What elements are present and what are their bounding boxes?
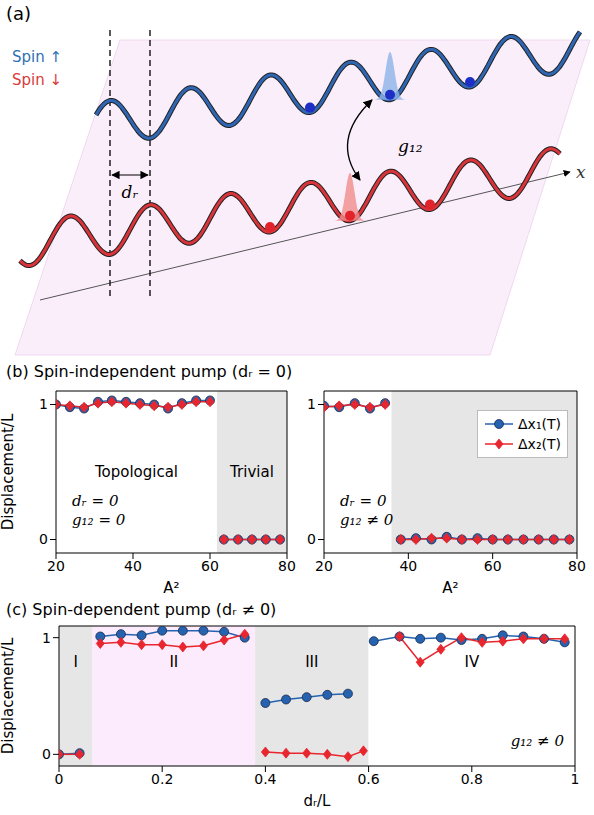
html-text:Δx₂(T): Δx₂(T) [518, 436, 561, 452]
svg-text:Trivial: Trivial [229, 463, 274, 481]
svg-text:Displacement/L: Displacement/L [0, 637, 17, 754]
svg-text:x: x [576, 162, 586, 182]
svg-text:g₁₂: g₁₂ [398, 136, 423, 156]
svg-text:20: 20 [315, 558, 333, 574]
svg-text:A²: A² [163, 579, 179, 597]
svg-text:0.4: 0.4 [254, 771, 276, 787]
svg-text:Displacement/L: Displacement/L [0, 413, 17, 530]
svg-text:(a): (a) [6, 3, 31, 24]
svg-text:Topological: Topological [94, 463, 178, 481]
svg-text:60: 60 [484, 558, 502, 574]
svg-text:1: 1 [39, 396, 48, 412]
svg-text:20: 20 [47, 558, 65, 574]
svg-text:0.6: 0.6 [357, 771, 379, 787]
svg-text:0: 0 [307, 531, 316, 547]
svg-text:40: 40 [399, 558, 417, 574]
svg-text:Spin ↓: Spin ↓ [12, 71, 62, 89]
html-text:g₁₂ ≠ 0: g₁₂ ≠ 0 [510, 732, 564, 750]
html-text:(b) Spin-independent pump (dᵣ: (b) Spin-independent pump (dᵣ = 0) [6, 362, 293, 381]
svg-text:dᵣ/L: dᵣ/L [304, 792, 331, 810]
svg-text:III: III [305, 653, 318, 671]
svg-text:0: 0 [55, 771, 64, 787]
svg-text:1: 1 [571, 771, 580, 787]
svg-text:1: 1 [307, 396, 316, 412]
svg-text:0.8: 0.8 [461, 771, 483, 787]
svg-text:IV: IV [464, 653, 479, 671]
svg-text:I: I [74, 653, 78, 671]
svg-text:60: 60 [201, 558, 219, 574]
svg-text:Spin ↑: Spin ↑ [12, 48, 62, 66]
svg-text:80: 80 [278, 558, 296, 574]
svg-text:80: 80 [568, 558, 586, 574]
html-text:dᵣ = 0: dᵣ = 0 [340, 492, 387, 510]
svg-text:dᵣ: dᵣ [122, 182, 139, 202]
svg-text:40: 40 [124, 558, 142, 574]
svg-text:A²: A² [442, 579, 458, 597]
svg-text:0.2: 0.2 [151, 771, 173, 787]
html-text:Δx₁(T): Δx₁(T) [518, 416, 561, 432]
svg-text:0: 0 [39, 531, 48, 547]
svg-text:II: II [169, 653, 178, 671]
html-text:dᵣ = 0: dᵣ = 0 [72, 492, 119, 510]
html-text:(c) Spin-dependent pump (dᵣ ≠: (c) Spin-dependent pump (dᵣ ≠ 0) [6, 600, 277, 619]
svg-text:1: 1 [42, 630, 51, 646]
html-text:g₁₂ ≠ 0: g₁₂ ≠ 0 [340, 511, 394, 529]
svg-text:0: 0 [42, 746, 51, 762]
html-text:g₁₂ = 0: g₁₂ = 0 [72, 511, 126, 529]
